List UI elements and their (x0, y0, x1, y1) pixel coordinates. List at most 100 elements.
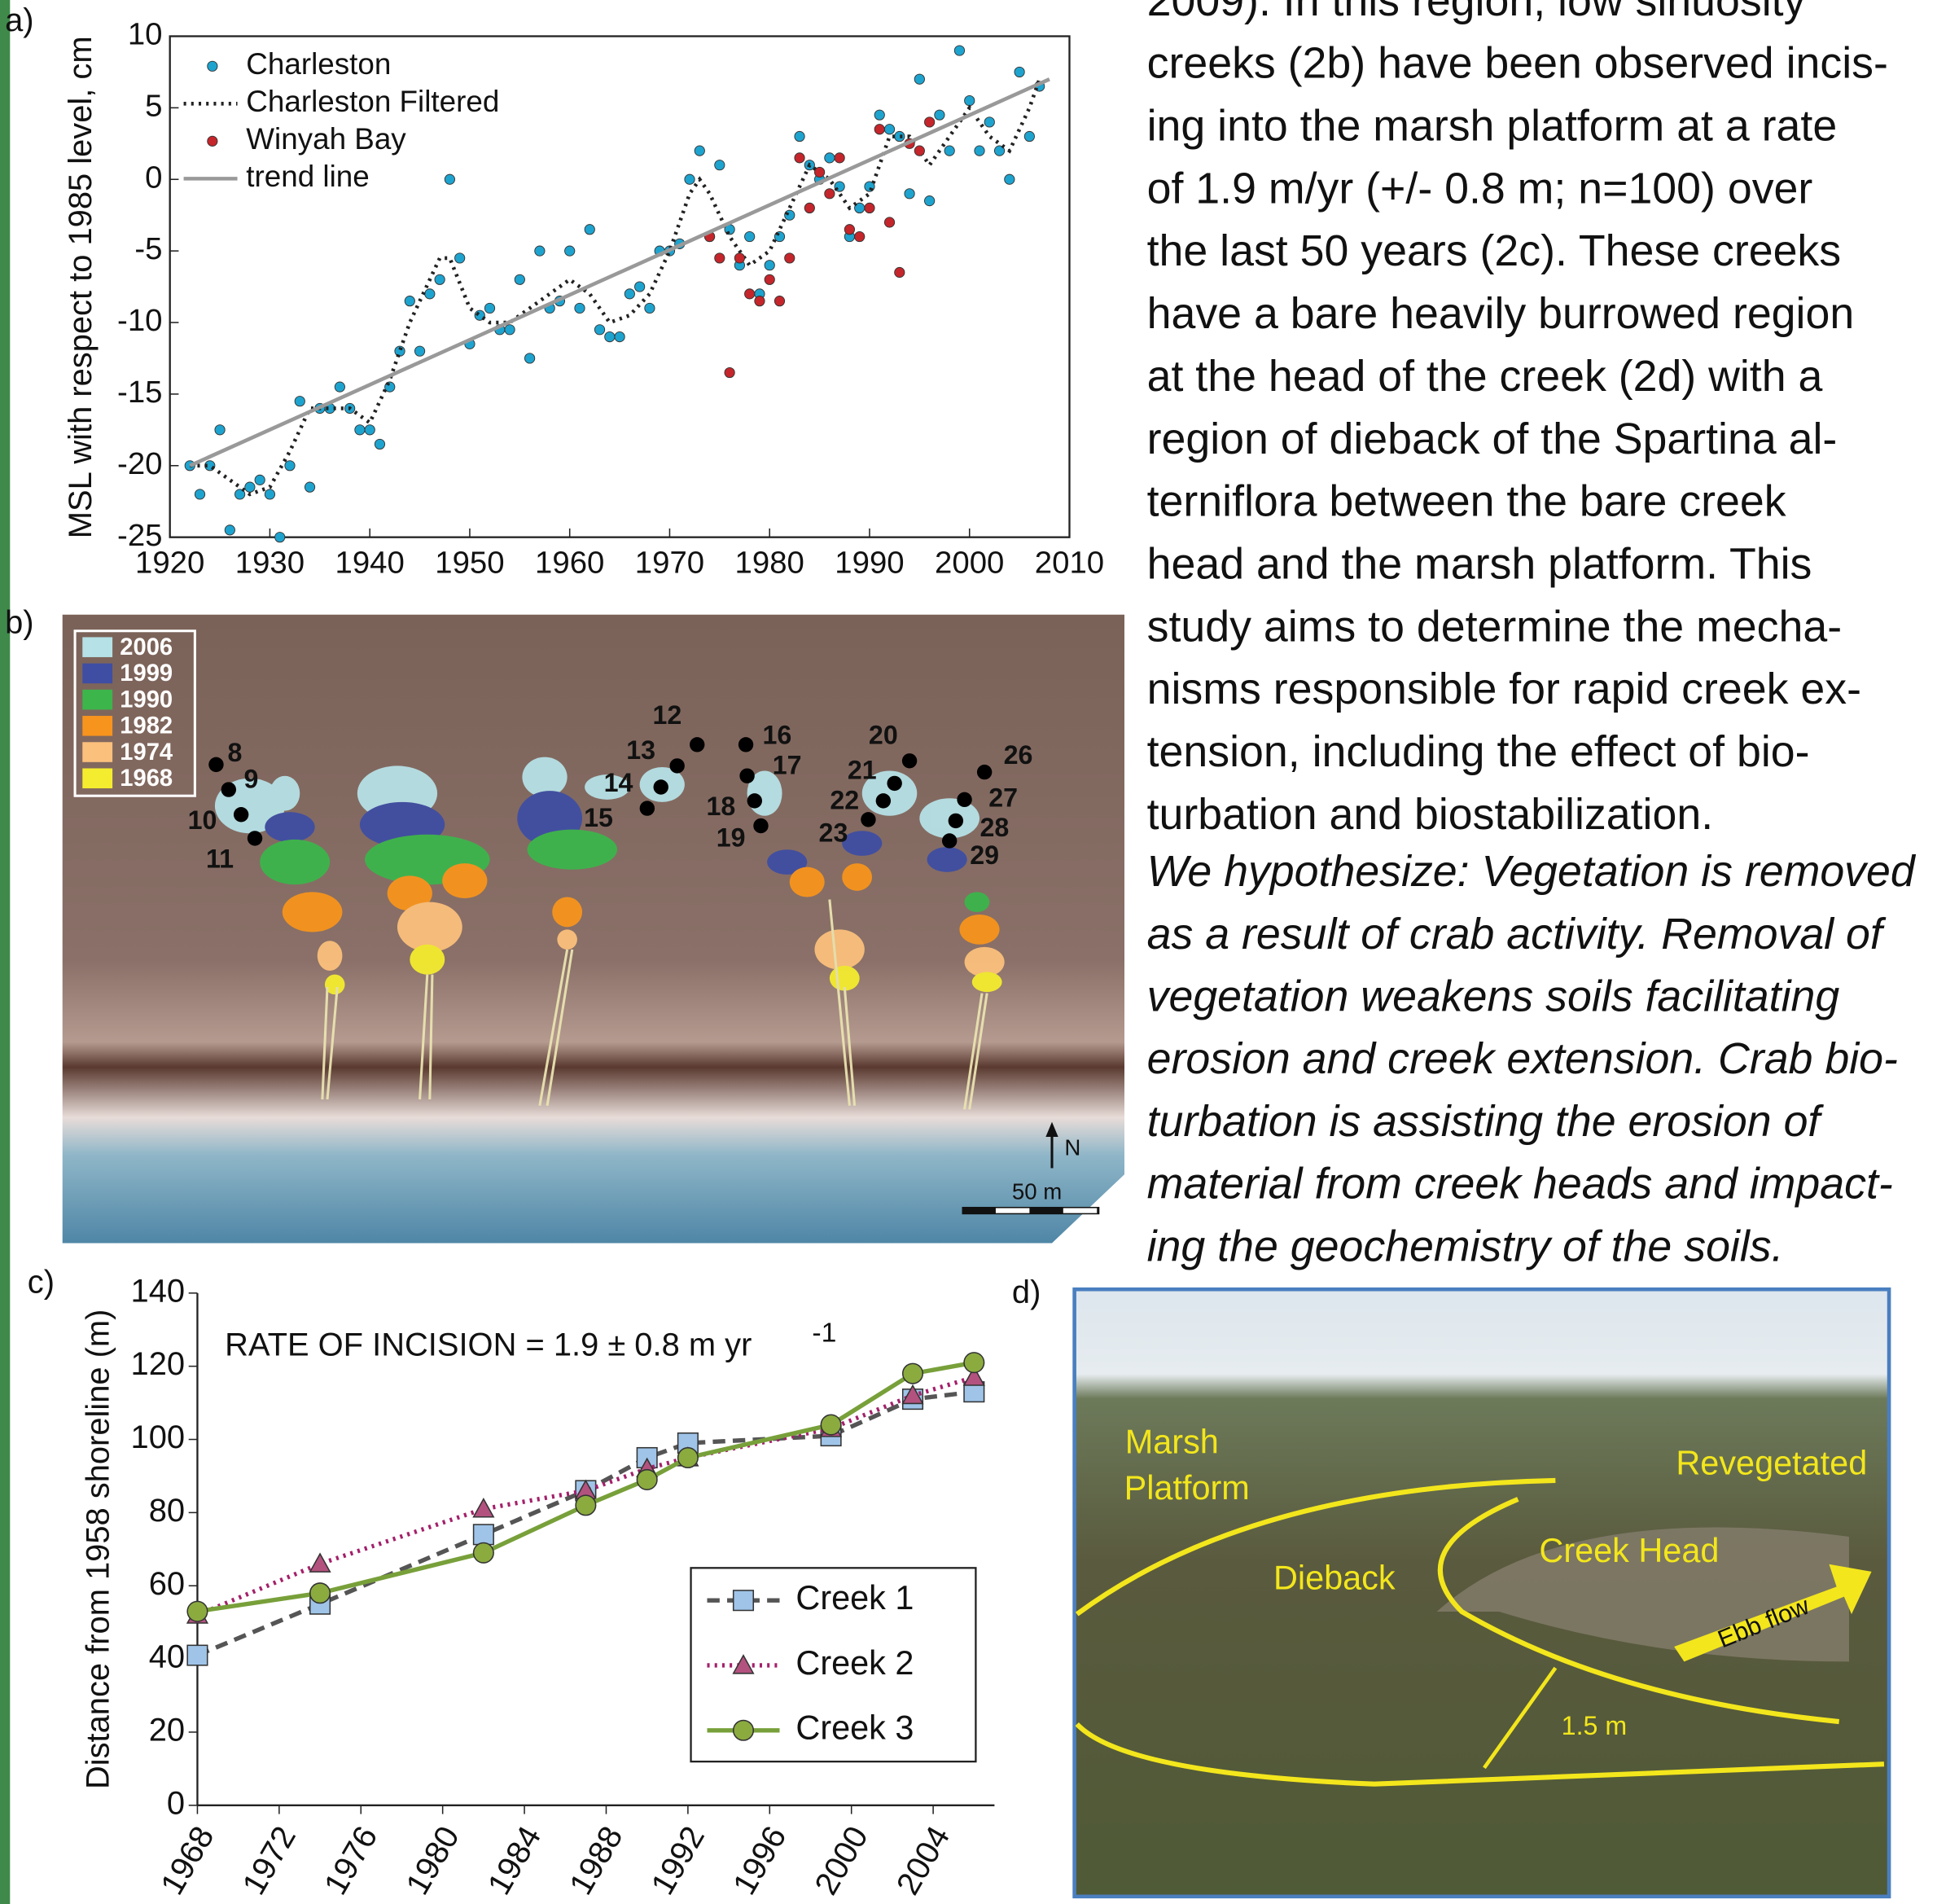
sample-point (949, 814, 963, 828)
marker (295, 397, 305, 406)
year-swatch (82, 768, 112, 788)
creek-number: 10 (188, 805, 217, 835)
body-line: turbation and biostabilization. (1147, 790, 1713, 839)
marker (637, 1470, 657, 1490)
marker (774, 296, 784, 306)
marker (645, 303, 655, 313)
photo-label: Revegetated (1676, 1444, 1867, 1481)
panel-label: c) (28, 1265, 55, 1301)
marker (435, 274, 445, 284)
year-swatch (82, 690, 112, 710)
creek-number: 17 (773, 750, 802, 779)
marker (255, 475, 265, 485)
y-tick-label: 120 (131, 1346, 186, 1382)
hypothesis-line: We hypothesize: Vegetation is removed (1147, 847, 1917, 896)
photo-label: 1.5 m (1562, 1711, 1628, 1740)
year-label: 2006 (120, 634, 173, 660)
marker (265, 489, 274, 499)
marker (895, 131, 905, 141)
legend-label: Charleston Filtered (246, 85, 499, 118)
y-tick-label: -15 (117, 375, 162, 410)
photo-label: Platform (1124, 1469, 1250, 1507)
x-tick-label: 1970 (635, 546, 704, 581)
marker (405, 296, 414, 306)
body-line: region of dieback of the Spartina al- (1147, 415, 1838, 463)
legend-marker (208, 61, 217, 71)
marker (821, 1415, 841, 1435)
y-tick-label: -20 (117, 446, 162, 481)
marker (715, 160, 725, 170)
year-swatch (82, 637, 112, 657)
body-line: of 1.9 m/yr (+/- 0.8 m; n=100) over (1147, 164, 1813, 213)
sample-point (221, 782, 236, 796)
body-line: ing into the marsh platform at a rate (1147, 102, 1838, 151)
x-tick-label: 1976 (318, 1820, 384, 1901)
sample-point (753, 818, 768, 833)
y-tick-label: 140 (131, 1273, 186, 1309)
creek-number: 18 (706, 792, 735, 821)
year-label: 1982 (120, 713, 173, 739)
annotation: RATE OF INCISION = 1.9 ± 0.8 m yr (225, 1327, 752, 1362)
creek-number: 9 (243, 764, 258, 793)
marker (187, 1601, 208, 1621)
creek-number: 21 (848, 756, 877, 785)
marker (225, 525, 234, 535)
marker (615, 331, 625, 341)
legend-marker (208, 136, 217, 146)
body-line: at the head of the creek (2d) with a (1147, 352, 1823, 401)
creek-number: 13 (626, 735, 655, 765)
y-tick-label: 0 (167, 1785, 185, 1821)
marker (505, 325, 515, 335)
panel-label: d) (1012, 1274, 1041, 1310)
marker (865, 203, 874, 213)
y-tick-label: 0 (145, 160, 162, 195)
creek-number: 22 (830, 785, 859, 814)
hypothesis-line: material from creek heads and impact- (1147, 1160, 1893, 1209)
marker (795, 131, 804, 141)
creek-number: 19 (717, 823, 746, 852)
sample-point (887, 776, 901, 791)
sample-point (861, 812, 875, 827)
marker (814, 167, 824, 177)
year-label: 1974 (120, 739, 173, 766)
marker (245, 482, 255, 492)
sample-point (738, 737, 753, 752)
creek-number: 27 (988, 783, 1018, 812)
marker (484, 303, 494, 313)
photo-label: Dieback (1273, 1560, 1396, 1597)
y-tick-label: 40 (149, 1639, 185, 1675)
photo-label: Marsh (1125, 1423, 1219, 1460)
marker (535, 246, 545, 256)
photo-label: Creek Head (1539, 1532, 1719, 1569)
year-swatch (82, 664, 112, 684)
marker (964, 1353, 984, 1373)
poster: a) b) c) d) MSL with respect to 1985 lev… (0, 0, 1959, 1904)
marker (335, 382, 344, 392)
x-tick-label: 2010 (1035, 546, 1104, 581)
marker (944, 146, 954, 156)
marker (715, 253, 725, 263)
sample-point (747, 793, 762, 808)
marker (935, 110, 944, 120)
sample-point (739, 768, 754, 783)
sample-point (654, 779, 668, 794)
marker (425, 289, 435, 299)
x-tick-label: 1980 (735, 546, 804, 581)
marker (924, 195, 934, 205)
marker (187, 1645, 208, 1665)
marker (855, 231, 865, 241)
marker (825, 189, 835, 199)
panel-label: b) (5, 605, 33, 641)
marker (594, 325, 604, 335)
creek-number: 26 (1004, 740, 1033, 770)
sample-point (234, 807, 248, 822)
y-tick-label: -25 (117, 518, 162, 553)
body-line: tension, including the effect of bio- (1147, 727, 1810, 776)
marker (365, 425, 375, 435)
hypothesis-line: erosion and creek extension. Crab bio- (1147, 1034, 1898, 1083)
x-tick-label: 1930 (235, 546, 305, 581)
marker (515, 274, 524, 284)
marker (835, 153, 844, 163)
legend-label: Creek 3 (795, 1709, 914, 1747)
body-line: the last 50 years (2c). These creeks (1147, 226, 1842, 275)
